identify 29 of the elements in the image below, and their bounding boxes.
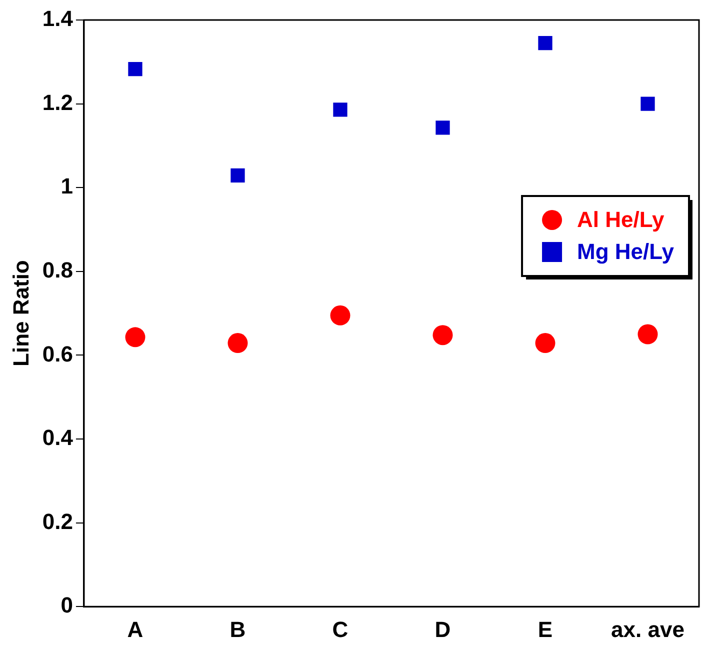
x-tick-label: A [127, 616, 144, 642]
x-tick-label: B [230, 616, 246, 642]
y-tick-label: 0.2 [42, 508, 73, 534]
x-tick-label: C [332, 616, 348, 642]
point [125, 327, 146, 348]
y-tick-label: 0.6 [42, 341, 73, 366]
y-tick-label: 0 [60, 592, 73, 618]
legend-label: Al He/Ly [577, 207, 665, 232]
point [538, 36, 552, 50]
legend-label: Mg He/Ly [577, 239, 675, 264]
point [330, 305, 350, 326]
point [432, 325, 453, 346]
y-tick-label: 1.4 [42, 6, 74, 32]
point [640, 96, 655, 111]
x-tick-label: D [434, 616, 451, 642]
y-tick-label: 0.4 [42, 425, 74, 450]
point [333, 102, 348, 117]
y-axis-title: Line Ratio [8, 260, 34, 366]
point [535, 333, 556, 354]
x-tick-label: ax. ave [611, 616, 684, 642]
x-tick-label: E [538, 616, 553, 642]
point [228, 333, 248, 354]
point [638, 324, 658, 344]
y-tick-label: 0.8 [42, 257, 73, 282]
point [230, 168, 245, 183]
point [128, 62, 142, 76]
y-tick-label: 1.2 [42, 90, 73, 115]
point [436, 120, 450, 135]
y-tick-label: 1 [60, 174, 73, 199]
